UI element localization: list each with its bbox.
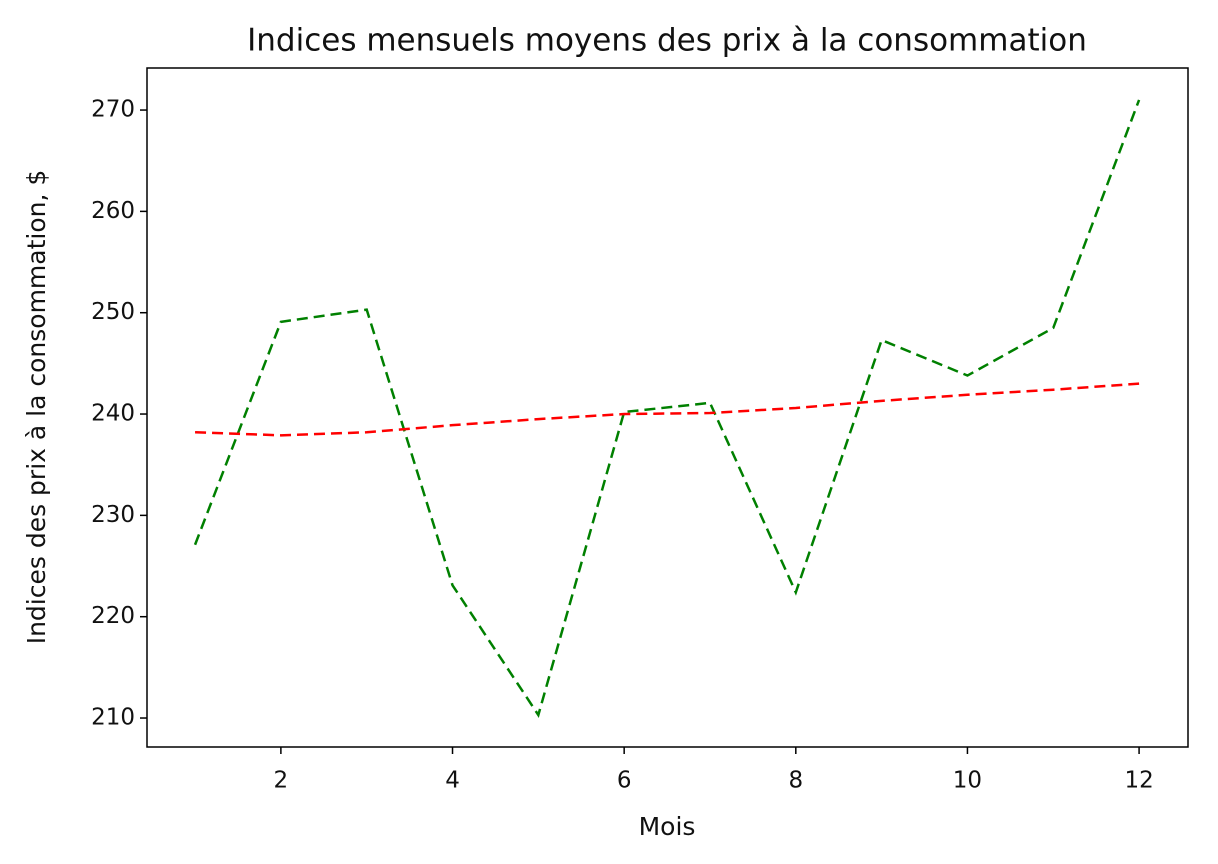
x-tick-label: 12 [1124, 768, 1153, 794]
y-tick-label: 230 [91, 502, 135, 528]
y-axis-label: Indices des prix à la consommation, $ [22, 170, 51, 645]
data-line [193, 99, 1141, 718]
x-axis-label: Mois [639, 812, 696, 841]
y-tick-label: 270 [91, 97, 135, 123]
x-tick-label: 6 [617, 768, 632, 794]
chart-title: Indices mensuels moyens des prix à la co… [247, 23, 1087, 59]
axes-frame [146, 67, 1189, 748]
x-tick-label: 4 [445, 768, 460, 794]
y-tick-label: 240 [91, 401, 135, 427]
x-tick-label: 2 [274, 768, 289, 794]
x-tick-label: 10 [953, 768, 982, 794]
y-tick-label: 210 [91, 705, 135, 731]
y-tick-label: 220 [91, 603, 135, 629]
y-tick-label: 260 [91, 198, 135, 224]
y-tick-label: 250 [91, 299, 135, 325]
x-tick-label: 8 [788, 768, 803, 794]
data-line [195, 382, 1140, 437]
